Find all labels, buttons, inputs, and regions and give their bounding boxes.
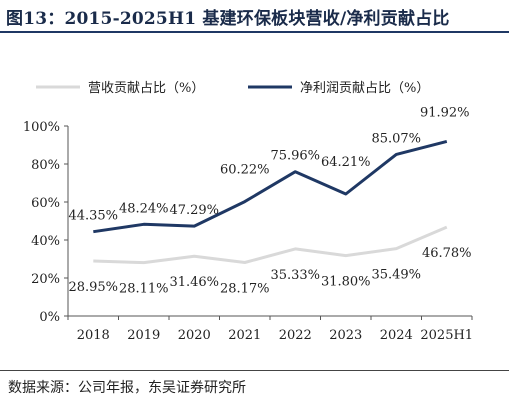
data-label-net-profit: 48.24%	[119, 201, 169, 216]
data-label-net-profit: 75.96%	[270, 149, 320, 164]
data-label-revenue: 35.33%	[270, 268, 320, 283]
x-tick-label: 2024	[380, 328, 413, 343]
series-line-net-profit	[93, 139, 448, 234]
data-label-net-profit: 60.22%	[220, 163, 270, 178]
y-tick-label: 20%	[31, 272, 60, 287]
series-line-revenue	[93, 225, 448, 265]
y-tick-label: 80%	[31, 158, 60, 173]
data-label-net-profit: 85.07%	[371, 131, 421, 146]
x-tick-label: 2020	[178, 328, 211, 343]
y-tick-label: 60%	[31, 196, 60, 211]
legend-label-revenue: 营收贡献占比（%）	[88, 81, 204, 96]
x-tick-label: 2019	[127, 328, 160, 343]
line-chart: 0% 20% 40% 60% 80% 100% 2018 2019 2020 2021 2022 20…	[23, 81, 473, 343]
data-label-net-profit: 44.35%	[68, 209, 118, 224]
chart-legend: 营收贡献占比（%） 净利润贡献占比（%）	[36, 81, 429, 96]
x-tick-label: 2025H1	[420, 328, 473, 343]
x-tick-label: 2021	[228, 328, 261, 343]
data-label-net-profit: 91.92%	[420, 105, 470, 120]
data-label-revenue: 28.17%	[220, 281, 270, 296]
x-tick-label: 2018	[77, 328, 110, 343]
data-label-revenue: 28.11%	[119, 282, 169, 297]
chart-lines	[93, 139, 448, 265]
y-tick-label: 100%	[23, 120, 60, 135]
data-label-net-profit: 64.21%	[321, 155, 371, 170]
y-tick-label: 40%	[31, 234, 60, 249]
x-tick-label: 2023	[329, 328, 362, 343]
footer-divider	[0, 370, 509, 371]
y-tick-label: 0%	[39, 310, 60, 325]
x-tick-label: 2022	[279, 328, 312, 343]
chart-axes: 0% 20% 40% 60% 80% 100% 2018 2019 2020 2021 2022 20…	[23, 120, 473, 343]
source-note: 数据来源：公司年报，东吴证券研究所	[8, 380, 246, 396]
data-label-revenue: 46.78%	[422, 246, 472, 261]
legend-label-net-profit: 净利润贡献占比（%）	[300, 81, 429, 96]
data-label-revenue: 31.80%	[321, 275, 371, 290]
data-label-revenue: 31.46%	[169, 275, 219, 290]
title-divider	[0, 31, 509, 33]
data-label-net-profit: 47.29%	[169, 203, 219, 218]
data-label-revenue: 35.49%	[371, 268, 421, 283]
data-label-revenue: 28.95%	[68, 280, 118, 295]
chart-data-labels: 28.95% 28.11% 31.46% 28.17%35.33% 31.80% 35.4…	[68, 105, 471, 296]
figure-title: 图13：2015-2025H1 基建环保板块营收/净利贡献占比	[6, 9, 450, 29]
